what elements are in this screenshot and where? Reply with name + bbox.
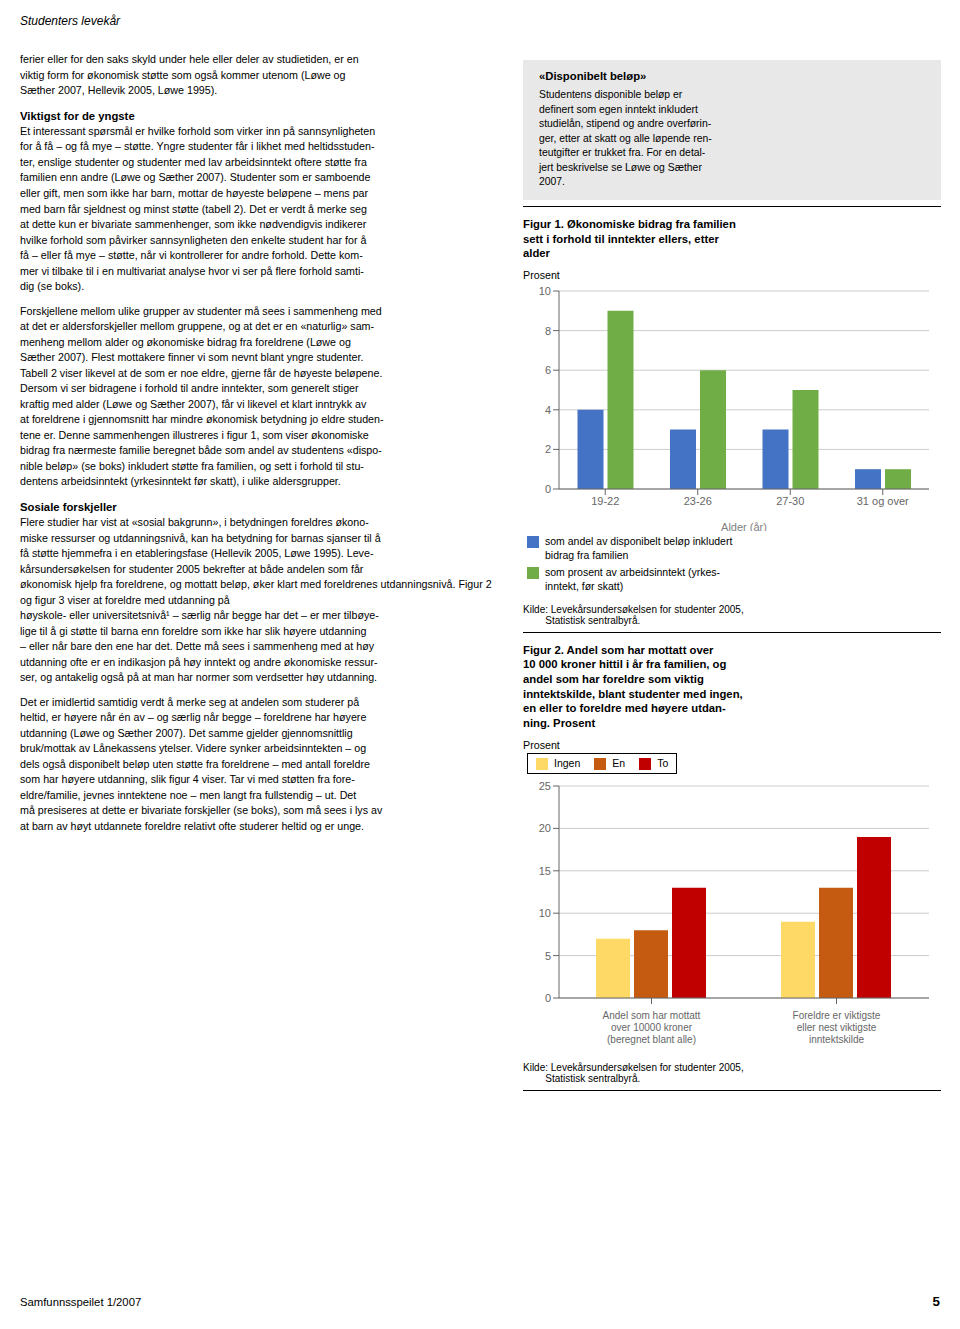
svg-text:10: 10 [539,285,551,297]
svg-text:19-22: 19-22 [591,495,619,507]
html-text:som prosent av arbeidsinntekt: som prosent av arbeidsinntekt (yrkes- in… [545,566,721,592]
html-text:ferier eller for den saks skyl: ferier eller for den saks skyld under he… [20,53,359,96]
html-text:Forskjellene mellom ulike grup: Forskjellene mellom ulike grupper av stu… [20,304,384,488]
svg-text:31 og over: 31 og over [857,495,909,507]
svg-text:Foreldre er viktigsteeller nes: Foreldre er viktigsteeller nest viktigst… [793,1010,881,1045]
html-text:Viktigst for de yngste: Viktigst for de yngste [20,109,135,122]
html-text:En: En [612,756,626,769]
html-text:Kilde: Levekårsundersøkelsen f: Kilde: Levekårsundersøkelsen for student… [523,603,744,626]
html-text:Ingen: Ingen [554,756,581,769]
html-text:Kilde: Levekårsundersøkelsen f: Kilde: Levekårsundersøkelsen for student… [523,1062,744,1085]
html-text:Figur 1. Økonomiske bidrag fra: Figur 1. Økonomiske bidrag fra familien … [523,217,736,260]
html-text:Studenters levekår: Studenters levekår [20,14,121,28]
svg-text:15: 15 [539,865,551,877]
html-text:Flere studier har vist at «sos: Flere studier har vist at «sosial bakgru… [20,516,492,684]
html-text:Studentens disponible beløp er: Studentens disponible beløp er definert … [539,89,712,188]
html-text:Sosiale forskjeller: Sosiale forskjeller [20,500,117,513]
svg-text:20: 20 [539,822,551,834]
svg-text:Andel som har mottattover 1000: Andel som har mottattover 10000 kroner(b… [603,1010,701,1045]
svg-text:0: 0 [545,483,551,495]
svg-text:Alder (år): Alder (år) [721,521,767,531]
html-text:Prosent: Prosent [523,269,560,281]
svg-text:5: 5 [545,950,551,962]
html-text:5: 5 [932,1294,940,1309]
svg-text:0: 0 [545,992,551,1004]
html-text:Figur 2. Andel som har mottatt: Figur 2. Andel som har mottatt over 10 0… [523,643,743,729]
html-text:Det er imidlertid samtidig ver: Det er imidlertid samtidig verdt å merke… [20,695,383,832]
svg-text:2: 2 [545,443,551,455]
html-text:To: To [657,756,669,769]
svg-text:10: 10 [539,907,551,919]
html-text:Et interessant spørsmål er hvi: Et interessant spørsmål er hvilke forhol… [20,124,376,293]
html-text:Samfunnsspeilet 1/2007: Samfunnsspeilet 1/2007 [20,1296,142,1308]
svg-text:25: 25 [539,780,551,792]
svg-text:4: 4 [545,404,551,416]
html-text:som andel av disponibelt beløp: som andel av disponibelt beløp inkludert… [545,535,733,561]
html-text:Prosent: Prosent [523,738,560,751]
svg-text:27-30: 27-30 [776,495,804,507]
svg-text:6: 6 [545,364,551,376]
svg-text:23-26: 23-26 [684,495,712,507]
svg-text:8: 8 [545,324,551,336]
html-text:«Disponibelt beløp»: «Disponibelt beløp» [539,70,647,82]
